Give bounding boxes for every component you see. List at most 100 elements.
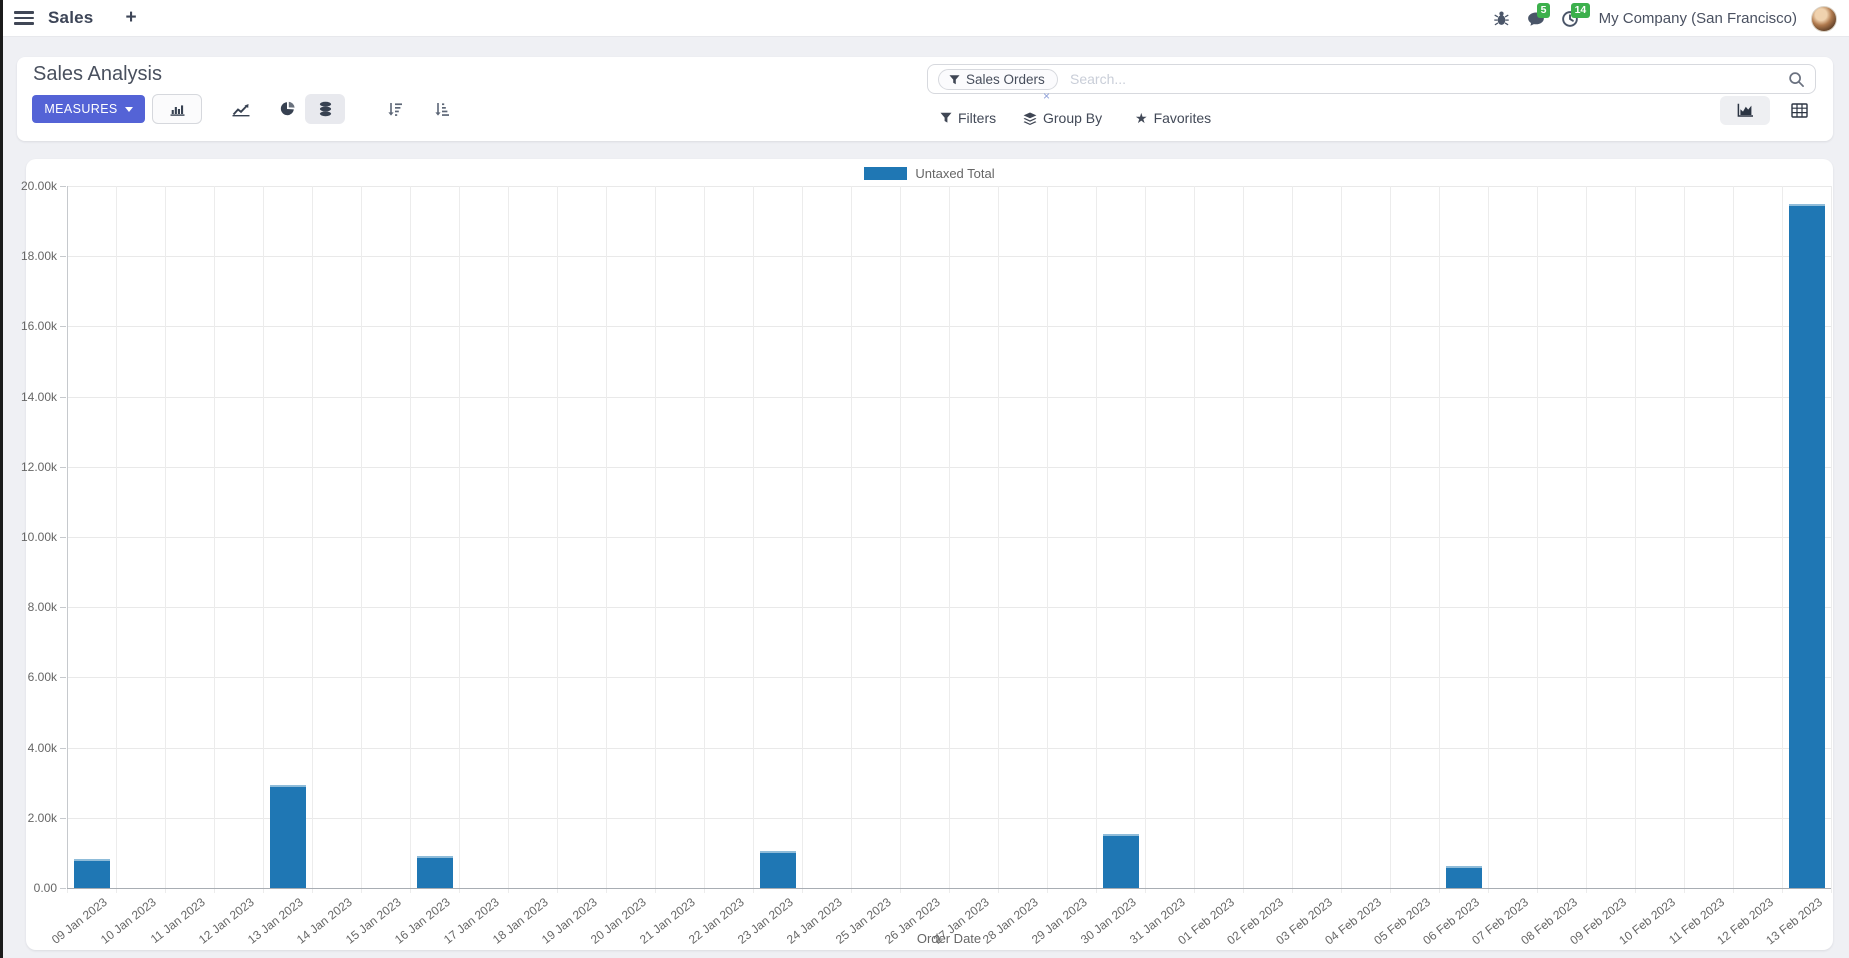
x-gridline — [165, 186, 166, 893]
x-gridline — [557, 186, 558, 893]
x-gridline — [753, 186, 754, 893]
x-gridline — [1488, 186, 1489, 893]
bar-chart-icon — [170, 104, 184, 116]
pivot-view-switch-button[interactable] — [1774, 96, 1824, 125]
x-axis-line — [67, 888, 1831, 889]
bar-06-Feb-2023[interactable] — [1445, 866, 1482, 888]
pivot-table-icon — [1790, 103, 1808, 118]
y-tick — [60, 186, 66, 187]
legend-color-swatch — [864, 167, 908, 180]
y-tick-label: 8.00k — [27, 600, 57, 615]
measures-label: MEASURES — [44, 102, 118, 116]
x-gridline — [1341, 186, 1342, 893]
bar-09-Jan-2023[interactable] — [73, 859, 110, 888]
facet-remove-icon[interactable]: × — [1043, 89, 1051, 103]
x-gridline — [1292, 186, 1293, 893]
y-tick-label: 6.00k — [27, 670, 57, 685]
search-input[interactable] — [928, 65, 1815, 93]
sort-ascending-button[interactable] — [425, 94, 459, 124]
x-gridline — [1243, 186, 1244, 893]
x-gridline — [116, 186, 117, 893]
y-tick — [60, 256, 66, 258]
activities-clock-icon[interactable]: 14 — [1553, 0, 1591, 37]
bar-13-Jan-2023[interactable] — [269, 785, 306, 888]
y-tick-label: 18.00k — [20, 249, 57, 264]
x-gridline — [802, 186, 803, 893]
x-gridline — [1782, 186, 1783, 893]
filter-funnel-icon — [940, 112, 952, 124]
x-gridline — [1439, 186, 1440, 893]
x-gridline — [1733, 186, 1734, 893]
y-tick — [60, 396, 66, 398]
company-switcher[interactable]: My Company (San Francisco) — [1598, 10, 1797, 27]
group-by-menu-button[interactable]: Group By — [1023, 108, 1102, 128]
y-tick — [60, 607, 66, 609]
messages-icon[interactable]: 5 — [1519, 0, 1553, 37]
x-gridline — [263, 186, 264, 893]
activities-count-badge: 14 — [1570, 3, 1591, 18]
sort-descending-button[interactable] — [378, 94, 412, 124]
y-tick — [60, 537, 66, 538]
chart-legend[interactable]: Untaxed Total — [26, 166, 1833, 181]
legend-label: Untaxed Total — [915, 166, 995, 181]
bar-23-Jan-2023[interactable] — [759, 851, 796, 888]
y-axis-line — [67, 186, 68, 888]
x-gridline — [1390, 186, 1391, 893]
messages-count-badge: 5 — [1536, 3, 1551, 18]
new-tab-plus-button[interactable]: + — [125, 7, 137, 28]
y-tick — [60, 326, 66, 328]
y-tick-label: 2.00k — [27, 810, 57, 825]
y-tick — [60, 888, 66, 889]
search-icon[interactable] — [1788, 71, 1805, 88]
bar-16-Jan-2023[interactable] — [416, 856, 453, 888]
line-chart-icon — [232, 103, 250, 116]
x-gridline — [410, 186, 411, 893]
apps-menu-icon[interactable] — [14, 11, 34, 25]
y-tick-label: 14.00k — [20, 389, 57, 404]
x-gridline — [361, 186, 362, 893]
favorites-menu-button[interactable]: ★ Favorites — [1135, 108, 1211, 128]
line-chart-view-button[interactable] — [224, 94, 258, 124]
stacked-toggle-button[interactable] — [305, 94, 345, 124]
x-gridline — [851, 186, 852, 893]
debug-bug-icon[interactable] — [1485, 0, 1519, 37]
filters-label: Filters — [958, 110, 997, 126]
y-tick-label: 0.00 — [33, 881, 57, 895]
layers-icon — [1023, 112, 1037, 125]
graph-view-card: Untaxed Total 0.00 2.00k 4.00k 6.00k 8.00k 10… — [21, 159, 1833, 950]
star-icon: ★ — [1135, 110, 1148, 126]
x-gridline — [1831, 186, 1832, 893]
x-gridline — [508, 186, 509, 893]
pie-chart-icon — [280, 101, 295, 116]
x-gridline — [704, 186, 705, 893]
x-gridline — [312, 186, 313, 893]
x-gridline — [998, 186, 999, 893]
search-facet-sales-orders[interactable]: Sales Orders — [938, 69, 1058, 90]
x-gridline — [459, 186, 460, 893]
y-tick-label: 12.00k — [20, 459, 57, 474]
x-gridline — [900, 186, 901, 893]
bar-30-Jan-2023[interactable] — [1102, 834, 1139, 888]
app-name[interactable]: Sales — [48, 8, 94, 27]
x-axis-title: Order Date — [916, 931, 982, 946]
facet-label: Sales Orders — [966, 72, 1045, 87]
user-avatar[interactable] — [1811, 5, 1837, 32]
filters-menu-button[interactable]: Filters — [940, 108, 996, 128]
bar-chart-view-button[interactable] — [152, 94, 202, 124]
measures-button[interactable]: MEASURES — [32, 95, 145, 123]
x-gridline — [1145, 186, 1146, 893]
y-tick-label: 20.00k — [20, 179, 57, 193]
y-tick — [60, 747, 66, 749]
window-edge — [0, 0, 3, 958]
pie-chart-view-button[interactable] — [271, 94, 305, 124]
y-tick — [60, 466, 66, 468]
bar-13-Feb-2023[interactable] — [1788, 204, 1825, 888]
graph-view-switch-button[interactable] — [1720, 96, 1770, 125]
x-gridline — [1537, 186, 1538, 893]
caret-down-icon — [124, 106, 133, 112]
top-navbar: Sales + 5 14 My C — [0, 0, 1849, 37]
x-gridline — [1096, 186, 1097, 893]
x-gridline — [655, 186, 656, 893]
y-tick-label: 4.00k — [27, 740, 57, 755]
favorites-label: Favorites — [1153, 110, 1212, 126]
